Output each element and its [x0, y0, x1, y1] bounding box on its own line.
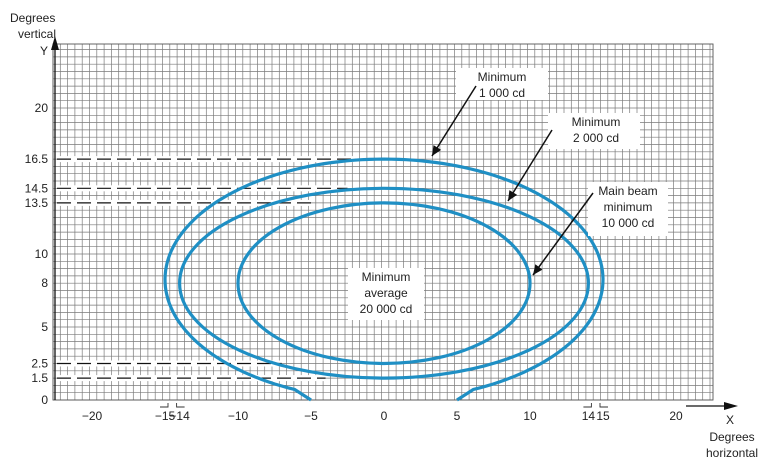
- y-axis-letter: Y: [40, 44, 48, 58]
- intensity-curve-3: [236, 201, 532, 366]
- x-tick-label: 14: [582, 409, 596, 423]
- y-tick-label: 13.5: [25, 196, 49, 210]
- annotation-min2000-line-2: 2 000 cd: [573, 131, 619, 145]
- annotation-background-center: [348, 268, 424, 320]
- x-tick-label: 20: [669, 409, 683, 423]
- y-tick-label: 16.5: [25, 152, 49, 166]
- y-tick-label: 5: [41, 320, 48, 334]
- annotation-mainbeam-line-2: minimum: [604, 200, 653, 214]
- x-tick-label: −15: [155, 409, 176, 423]
- annotation-center-line-3: 20 000 cd: [360, 302, 413, 316]
- arrowhead-icon: [508, 190, 518, 201]
- x-tick-labels: −20 −15−14 −10 −5 0 5 10 14 15 20: [82, 403, 683, 423]
- annotation-min1000-line-2: 1 000 cd: [479, 86, 525, 100]
- tick-bracket-mark: [176, 403, 185, 408]
- x-axis-label-line-1: Degrees: [709, 430, 754, 444]
- y-tick-label: 0: [41, 393, 48, 407]
- annotation-mainbeam-line-1: Main beam: [598, 184, 657, 198]
- annotation-center-line-1: Minimum: [362, 270, 411, 284]
- y-tick-labels: 0 1.52.5 5 8 10 13.514.5 16.5 20: [25, 101, 49, 407]
- annotation-min1000-line-1: Minimum: [478, 70, 527, 84]
- intensity-curve-2: [178, 186, 590, 380]
- x-tick-label: 0: [381, 409, 388, 423]
- annotation-mainbeam-line-3: 10 000 cd: [602, 216, 655, 230]
- x-tick-label: 15: [596, 409, 610, 423]
- y-tick-label: 8: [41, 276, 48, 290]
- axis-labels: Degrees vertical Y X Degrees horizontal: [10, 11, 758, 460]
- dashed-reference-lines: [57, 156, 355, 382]
- intensity-curve-1: [163, 157, 605, 402]
- x-tick-label: −10: [228, 409, 249, 423]
- y-axis-arrow-icon: [51, 36, 59, 50]
- grid-border: [52, 43, 714, 401]
- x-axis-arrow-icon: [724, 402, 738, 410]
- tick-bracket-mark: [599, 403, 608, 408]
- annotation-background-min2000: [548, 113, 640, 149]
- x-tick-label: −20: [82, 409, 103, 423]
- annotation-leader-min1000: [431, 85, 477, 157]
- y-tick-label: 10: [35, 247, 49, 261]
- x-axis-label-line-2: horizontal: [706, 446, 758, 460]
- y-tick-label: 2.5: [31, 357, 48, 371]
- arrowhead-icon: [432, 145, 442, 156]
- tick-bracket-mark: [583, 403, 592, 408]
- y-axis-label-line-1: Degrees: [10, 11, 55, 25]
- x-tick-label: 10: [523, 409, 537, 423]
- annotation-leader-mainbeam: [532, 192, 594, 276]
- x-tick-label: −14: [169, 409, 190, 423]
- y-tick-label: 14.5: [25, 181, 49, 195]
- annotation-center-line-2: average: [364, 286, 408, 300]
- y-tick-label: 20: [35, 101, 49, 115]
- intensity-curves: [163, 157, 605, 402]
- annotation-background-mainbeam: [588, 182, 668, 236]
- y-axis-label-line-2: vertical: [18, 27, 56, 41]
- tick-bracket-mark: [160, 403, 169, 408]
- x-tick-label: 5: [454, 409, 461, 423]
- y-tick-label: 1.5: [31, 371, 48, 385]
- annotation-leader-min2000: [507, 129, 553, 202]
- x-tick-label: −5: [304, 409, 318, 423]
- x-axis-letter: X: [726, 413, 734, 427]
- dash-background: [57, 375, 326, 382]
- arrowhead-icon: [533, 264, 543, 275]
- annotation-min2000-line-1: Minimum: [572, 115, 621, 129]
- axes: [51, 36, 738, 410]
- annotations: Minimum 1 000 cd Minimum 2 000 cd Main beam m…: [348, 68, 668, 320]
